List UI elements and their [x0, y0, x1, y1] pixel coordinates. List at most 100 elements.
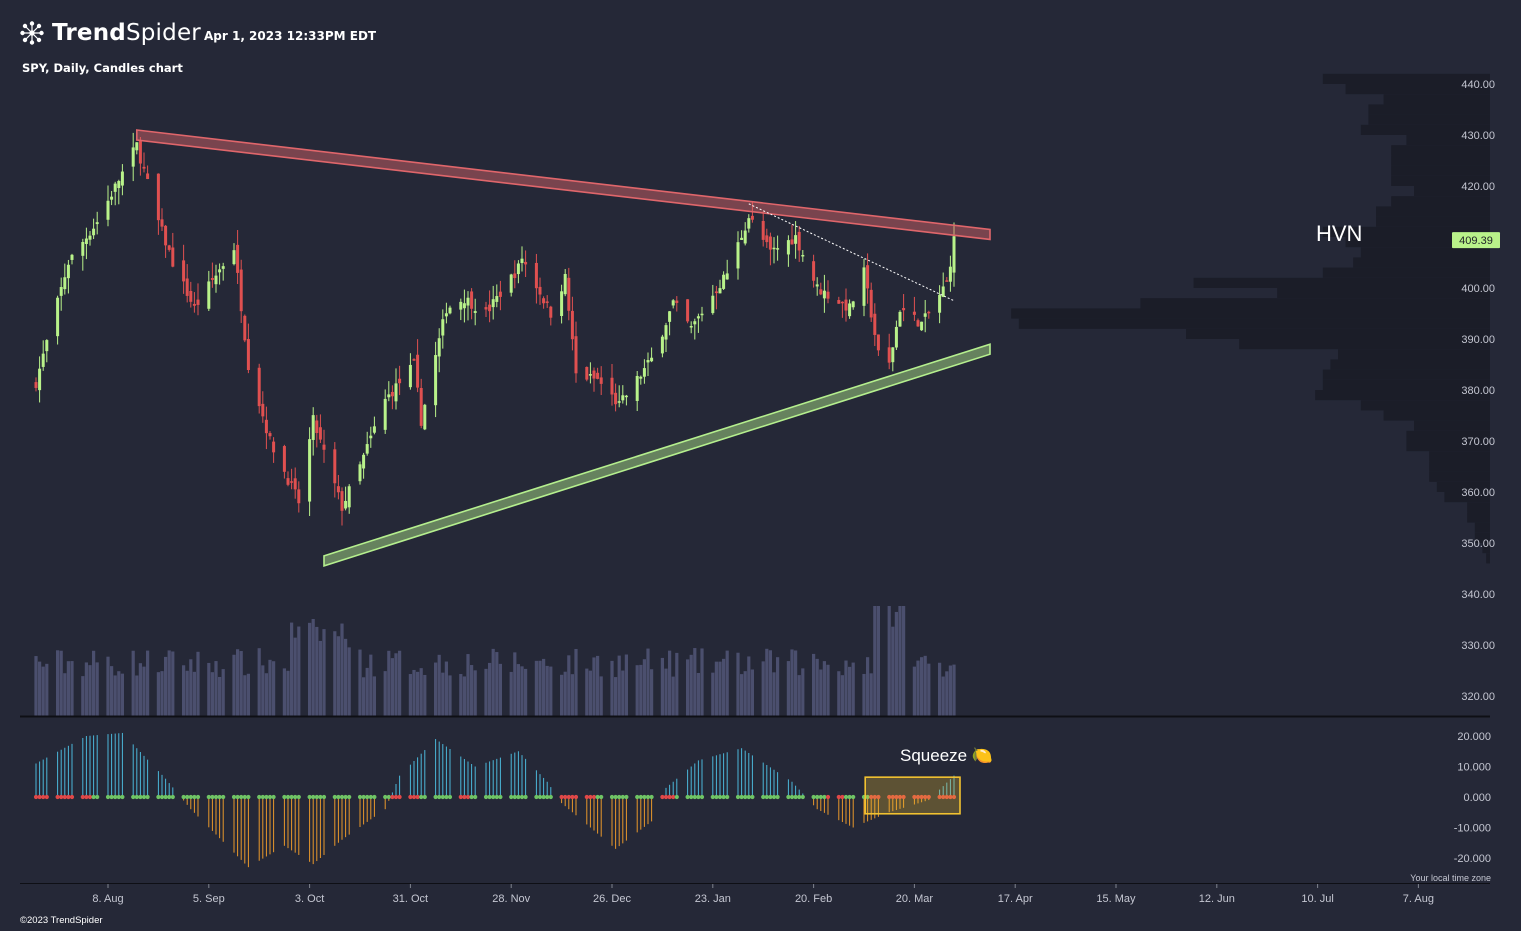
volume-bar	[362, 677, 366, 716]
volume-bar	[592, 657, 596, 716]
candle-body	[592, 370, 596, 379]
squeeze-dot	[91, 794, 96, 800]
volume-bar	[318, 640, 322, 716]
volume-bar	[916, 660, 920, 716]
candle-body	[484, 307, 488, 310]
candle-body	[725, 273, 729, 280]
volume-bar	[293, 637, 297, 716]
candle-body	[41, 353, 45, 367]
squeeze-dot	[383, 794, 388, 800]
candle-body	[696, 316, 700, 319]
squeeze-dot	[408, 794, 413, 800]
volume-bar	[448, 675, 452, 716]
squeeze-dot	[332, 794, 337, 800]
candle-body	[272, 441, 276, 453]
candle-body	[840, 301, 844, 304]
candle-body	[434, 355, 438, 406]
profile-bar	[1277, 288, 1490, 299]
candle-body	[916, 320, 920, 327]
volume-bar	[898, 606, 902, 716]
candle-body	[948, 266, 952, 282]
x-tick-label: 5. Sep	[193, 893, 225, 905]
squeeze-dot	[595, 794, 600, 800]
volume-bar	[563, 671, 567, 716]
volume-bar	[387, 650, 391, 716]
trendlines[interactable]	[136, 129, 991, 567]
volume-bar	[272, 661, 276, 716]
volume-bar	[372, 676, 376, 716]
profile-bar	[1414, 186, 1490, 197]
candle-body	[160, 219, 164, 227]
squeeze-dot	[869, 794, 874, 800]
candle-body	[34, 382, 38, 388]
squeeze-dot	[710, 794, 715, 800]
volume-bar	[617, 655, 621, 716]
squeeze-dot	[919, 794, 924, 800]
candle-body	[185, 278, 189, 296]
volume-bar	[819, 669, 823, 716]
squeeze-dot	[685, 794, 690, 800]
candle-body	[210, 277, 214, 280]
squeeze-dot	[462, 794, 467, 800]
candle-body	[624, 395, 628, 398]
volume-bar	[509, 671, 513, 716]
squeeze-indicator	[33, 732, 961, 868]
brand-name-light: Spider	[125, 20, 201, 46]
volume-bar	[135, 675, 139, 716]
squeeze-dot	[267, 794, 273, 800]
indicator-tick-label: 0.000	[1463, 792, 1491, 804]
squeeze-dot	[411, 794, 417, 800]
x-tick-label: 10. Jul	[1301, 893, 1333, 905]
brand-logo[interactable]: TrendSpider	[20, 20, 201, 46]
volume-bar	[513, 652, 517, 716]
candle-body	[761, 220, 765, 240]
volume-bar	[390, 658, 394, 716]
volume-bar	[812, 653, 816, 716]
volume-bar	[315, 626, 319, 716]
squeeze-dot	[285, 794, 291, 800]
volume-bar	[866, 657, 870, 716]
squeeze-dot	[800, 794, 805, 800]
volume-bar	[642, 659, 646, 716]
volume-bar	[794, 650, 798, 716]
squeeze-dot	[419, 794, 424, 800]
candle-body	[952, 236, 956, 273]
candle-body	[822, 290, 826, 299]
squeeze-dot	[483, 794, 489, 800]
candle-body	[394, 383, 398, 402]
volume-bar	[340, 623, 344, 716]
candle-body	[261, 403, 265, 417]
volume-bar	[938, 662, 942, 716]
indicator-tick-label: -20.000	[1454, 853, 1491, 865]
candles[interactable]	[34, 132, 956, 526]
squeeze-dot	[213, 794, 219, 800]
candle-body	[164, 225, 168, 246]
volume-bar	[308, 622, 312, 716]
squeeze-dot	[66, 794, 71, 800]
candle-body	[639, 376, 643, 379]
squeeze-dot	[516, 794, 521, 800]
price-tick-label: 400.00	[1461, 283, 1495, 295]
profile-bar	[1406, 430, 1490, 441]
candle-body	[106, 200, 110, 220]
candle-body	[92, 228, 96, 236]
squeeze-dot	[642, 794, 647, 800]
volume-bar	[902, 606, 906, 716]
candle-body	[617, 401, 621, 403]
volume-bar	[848, 666, 852, 716]
profile-bar	[1429, 451, 1490, 462]
squeeze-dot	[159, 794, 165, 800]
squeeze-dot	[764, 794, 769, 800]
volume-bar	[88, 665, 92, 716]
candle-body	[63, 277, 67, 290]
volume-bar	[365, 667, 369, 716]
last-price-tag	[1452, 232, 1500, 249]
volume-bar	[700, 648, 704, 716]
volume-bar	[210, 672, 214, 716]
volume-bar	[322, 629, 326, 716]
squeeze-dot	[948, 794, 953, 800]
volume-bar	[743, 671, 747, 716]
candle-body	[387, 394, 391, 398]
squeeze-dot	[667, 794, 672, 800]
